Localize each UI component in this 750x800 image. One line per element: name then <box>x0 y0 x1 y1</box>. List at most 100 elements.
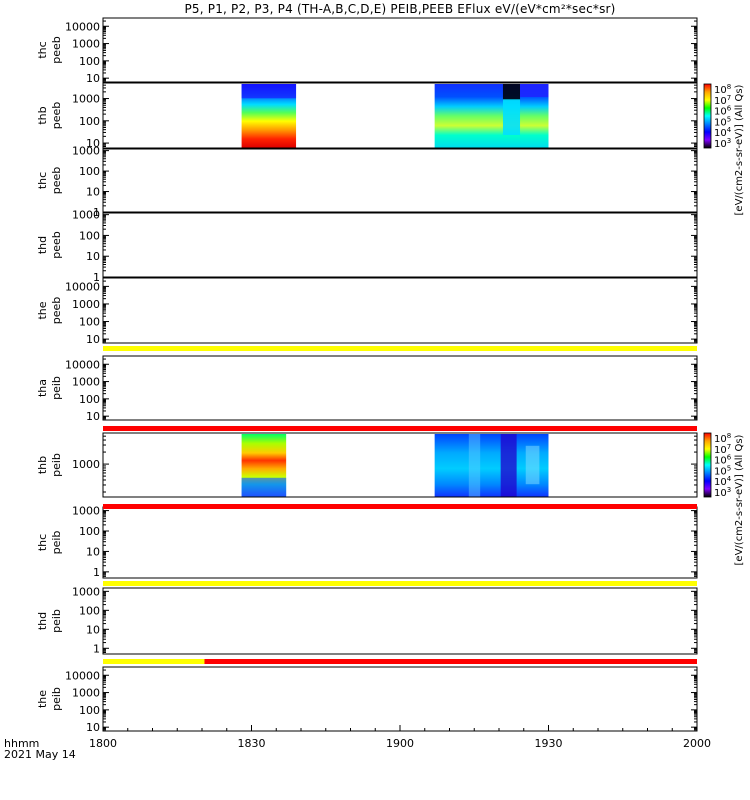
panel-probe-label: thd <box>36 236 49 254</box>
y-tick-label: 10000 <box>65 280 100 293</box>
status-bar <box>103 426 697 431</box>
panel-thc-peib: 1 10 100 1000 thc peib <box>36 505 698 579</box>
y-tick-label: 10 <box>86 623 100 636</box>
y-tick-label: 1000 <box>72 145 100 158</box>
panel-frame <box>102 432 698 498</box>
panel-probe-label: thc <box>36 41 49 58</box>
panel-product-label: peeb <box>50 167 63 195</box>
y-tick-label: 1000 <box>72 209 100 222</box>
panel-thb-peeb: 10 100 1000 thb peeb <box>36 82 698 150</box>
y-tick-label: 100 <box>79 604 100 617</box>
spectrogram-block <box>241 434 287 497</box>
y-tick-label: 10 <box>86 72 100 85</box>
panel-probe-label: thb <box>36 456 49 474</box>
y-tick-label: 100 <box>79 704 100 717</box>
panel-probe-label: thd <box>36 612 49 630</box>
panel-probe-label: thc <box>36 172 49 189</box>
colorbar-tick-label: 103 <box>714 486 731 499</box>
panel-product-label: peeb <box>50 102 63 130</box>
status-bar <box>103 659 697 664</box>
y-tick-label: 100 <box>79 55 100 68</box>
panel-frame <box>102 277 698 344</box>
spectrogram-block <box>434 84 549 148</box>
status-segment <box>103 504 697 509</box>
status-bar <box>103 504 697 509</box>
panel-frame <box>102 355 698 421</box>
y-tick-label: 1 <box>93 642 100 655</box>
panel-probe-label: the <box>36 690 49 708</box>
y-tick-label: 1000 <box>72 687 100 700</box>
y-tick-label: 1000 <box>72 38 100 51</box>
time-unit-label: hhmm <box>4 737 40 750</box>
y-tick-label: 10 <box>86 410 100 423</box>
y-tick-label: 10 <box>86 545 100 558</box>
y-tick-label: 10 <box>86 186 100 199</box>
panel-frame <box>102 587 698 655</box>
y-tick-label: 1 <box>93 271 100 284</box>
panel-the-peeb: 10 100 1000 10000 the peeb <box>36 277 698 346</box>
status-segment <box>204 659 697 664</box>
panel-tha-peib: 10 100 1000 10000 tha peib <box>36 355 698 423</box>
status-bar <box>103 581 697 586</box>
date-label: 2021 May 14 <box>4 748 76 761</box>
panel-product-label: peib <box>50 609 63 633</box>
panel-frame <box>102 506 698 579</box>
panel-product-label: peeb <box>50 36 63 64</box>
y-tick-label: 10 <box>86 333 100 346</box>
panel-probe-label: tha <box>36 379 49 397</box>
panel-the-peib: 10 100 1000 10000 the peib <box>36 666 698 734</box>
panel-thc-peeb: 1 10 100 1000 thc peeb <box>36 145 698 219</box>
panel-product-label: peeb <box>50 297 63 325</box>
time-axis: 1800 1830 1900 1930 2000 <box>89 725 711 750</box>
y-tick-label: 10 <box>86 721 100 734</box>
x-tick-label: 2000 <box>683 737 711 750</box>
panel-thd-peeb: 1 10 100 1000 thd peeb <box>36 209 698 284</box>
y-tick-label: 10 <box>86 250 100 263</box>
panel-frame <box>102 148 698 213</box>
panel-probe-label: thc <box>36 534 49 551</box>
panel-product-label: peib <box>50 687 63 711</box>
y-tick-label: 100 <box>79 229 100 242</box>
spectrogram-block <box>434 434 549 497</box>
panel-probe-label: thb <box>36 106 49 124</box>
y-tick-label: 1000 <box>72 93 100 106</box>
status-segment <box>103 659 205 664</box>
x-tick-label: 1830 <box>238 737 266 750</box>
x-tick-label: 1930 <box>535 737 563 750</box>
y-tick-label: 10 <box>86 137 100 150</box>
colorbar-label: [eV/(cm2-s-sr-eV)] (All Qs) <box>734 84 745 215</box>
y-tick-label: 1 <box>93 206 100 219</box>
spectrogram-block <box>241 84 297 148</box>
status-segment <box>103 346 697 351</box>
y-tick-label: 1000 <box>72 298 100 311</box>
y-tick-label: 100 <box>79 165 100 178</box>
x-tick-label: 1900 <box>386 737 414 750</box>
y-tick-label: 1000 <box>72 505 100 518</box>
y-tick-label: 1000 <box>72 585 100 598</box>
y-tick-label: 1000 <box>72 376 100 389</box>
panel-product-label: peeb <box>50 231 63 259</box>
panel-frame <box>102 82 698 149</box>
y-tick-label: 1 <box>93 566 100 579</box>
page-title: P5, P1, P2, P3, P4 (TH-A,B,C,D,E) PEIB,P… <box>184 2 616 16</box>
panel-thb-peib: 1000 thb peib <box>36 432 698 498</box>
status-segment <box>103 426 697 431</box>
y-tick-label: 100 <box>79 393 100 406</box>
colorbar-tick-label: 103 <box>714 137 731 150</box>
panel-frame <box>102 666 698 732</box>
panel-thd-peib: 1 10 100 1000 thd peib <box>36 585 698 655</box>
y-tick-label: 10000 <box>65 669 100 682</box>
colorbar-strip <box>703 83 712 149</box>
panel-probe-label: the <box>36 301 49 319</box>
y-tick-label: 1000 <box>72 458 100 471</box>
y-tick-label: 100 <box>79 316 100 329</box>
y-tick-label: 100 <box>79 525 100 538</box>
panel-frame <box>102 212 698 278</box>
colorbar-label: [eV/(cm2-s-sr-eV)] (All Qs) <box>734 434 745 565</box>
panel-product-label: peib <box>50 376 63 400</box>
